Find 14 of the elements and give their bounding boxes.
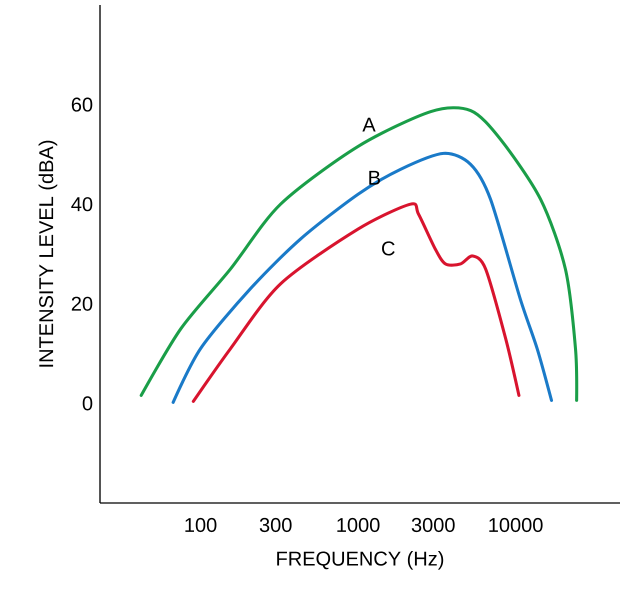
y-tick-label: 0 <box>82 396 92 410</box>
x-axis-title: FREQUENCY (Hz) <box>277 551 444 570</box>
x-tick-label: 300 <box>260 518 292 532</box>
annotation: C <box>382 241 395 256</box>
x-tick-label: 1000 <box>337 518 380 532</box>
y-axis-title: INTENSITY LEVEL (dBA) <box>38 140 58 367</box>
x-tick-label: 100 <box>185 518 216 532</box>
x-tick-label: 3000 <box>412 518 455 532</box>
x-tick-label: 10000 <box>489 518 543 532</box>
y-tick-label: 40 <box>71 197 92 212</box>
annotation: A <box>362 118 376 132</box>
y-tick-label: 20 <box>72 296 92 311</box>
y-tick-label: 60 <box>72 98 92 112</box>
annotation: B <box>369 170 380 185</box>
